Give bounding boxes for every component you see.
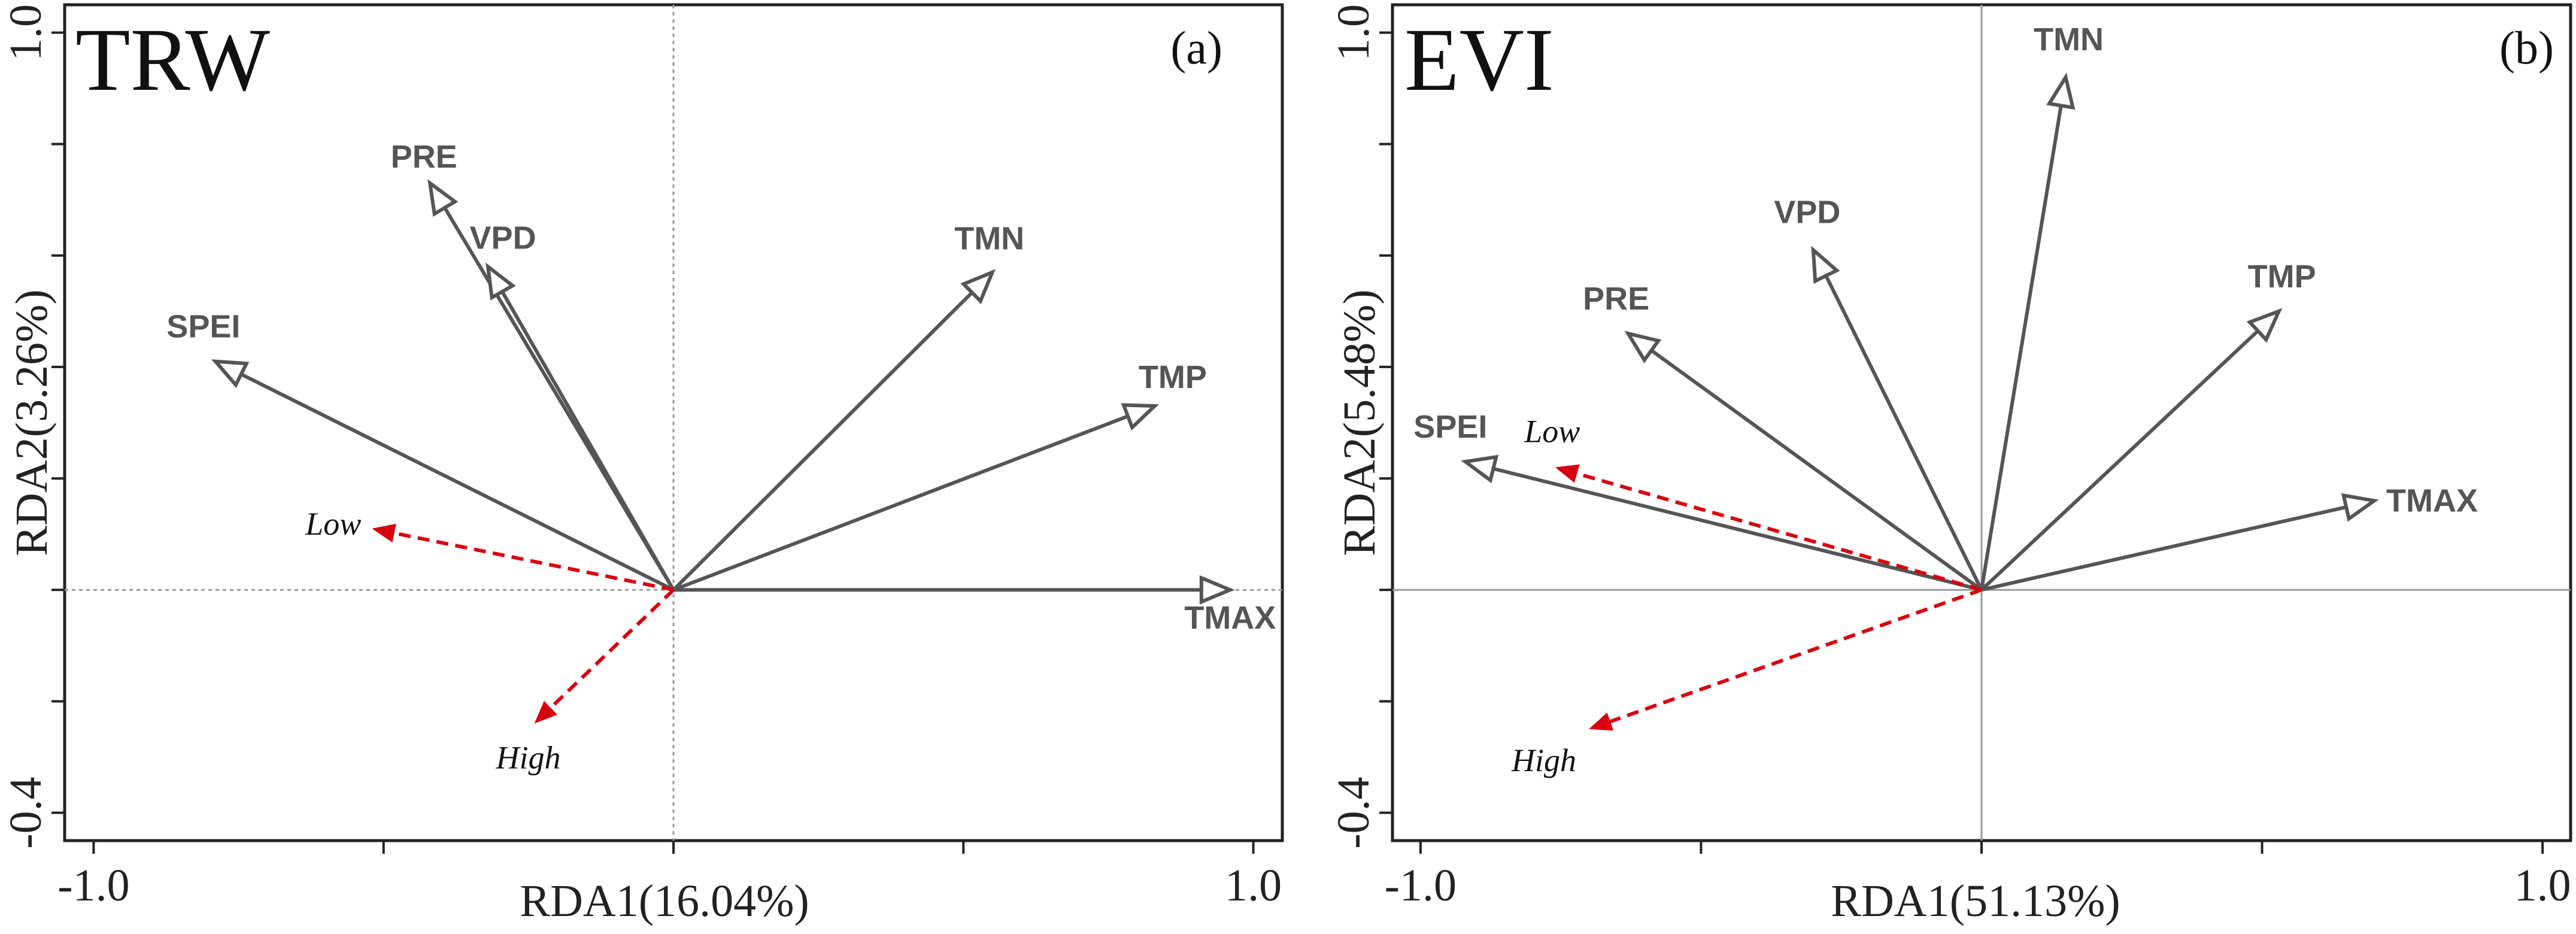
panel-label: (b): [2499, 22, 2554, 74]
vector-tmp: [1980, 326, 2263, 592]
panel-label: (a): [1170, 22, 1222, 74]
vector-label-spei: SPEI: [166, 309, 240, 345]
x-tick-label: -1.0: [57, 860, 129, 911]
group-label-high: High: [496, 740, 561, 776]
x-axis-title: RDA1(16.04%): [520, 876, 809, 926]
group-label-high: High: [1511, 742, 1576, 778]
vector-vpd: [1822, 271, 1983, 591]
y-tick-label: -0.4: [1, 777, 51, 848]
vector-label-vpd: VPD: [470, 220, 536, 256]
vector-label-spei: SPEI: [1413, 409, 1487, 445]
vector-head-spei: [211, 359, 250, 389]
vector-head-spei: [1461, 454, 1499, 484]
group-head-high: [534, 700, 558, 724]
y-axis-title: RDA2(5.48%): [1334, 289, 1385, 556]
y-tick-label: 1.0: [1328, 4, 1379, 61]
vector-label-tmn: TMN: [2034, 22, 2104, 57]
vector-label-tmn: TMN: [954, 221, 1024, 257]
vector-tmn: [672, 287, 977, 592]
vector-label-pre: PRE: [1583, 281, 1649, 317]
vector-spei: [1488, 465, 1982, 592]
vector-head-pre: [427, 179, 459, 217]
vector-spei: [236, 370, 675, 592]
x-axis-title: RDA1(51.13%): [1831, 876, 2120, 926]
group-head-low: [1555, 464, 1580, 483]
x-tick-label: 1.0: [1225, 860, 1282, 911]
vector-label-tmp: TMP: [2248, 259, 2316, 295]
group-label-low: Low: [1524, 413, 1580, 449]
x-tick-label: 1.0: [2514, 860, 2571, 911]
group-arrow-high: [546, 589, 675, 712]
x-tick-label: -1.0: [1385, 860, 1457, 911]
vector-label-tmax: TMAX: [2386, 483, 2478, 518]
vector-pre: [1646, 346, 1983, 592]
vector-head-pre: [1624, 330, 1662, 363]
vector-vpd: [498, 286, 675, 591]
vector-head-tmn: [2046, 72, 2076, 110]
y-tick-label: -0.4: [1328, 777, 1379, 848]
vector-head-tmax: [2341, 493, 2379, 522]
vector-label-tmax: TMAX: [1184, 600, 1276, 636]
vector-head-vpd: [1811, 245, 1840, 284]
panel-evi: -1.0 1.0 -0.4 1.0 TMN VPD PRE TMP SPEI TMAX Low Hi…: [1328, 3, 2572, 926]
y-axis-title: RDA2(3.26%): [7, 289, 57, 556]
vector-tmp: [672, 413, 1133, 592]
y-tick-label: 1.0: [1, 4, 51, 61]
vector-head-tmp: [2246, 308, 2283, 343]
group-head-low: [372, 523, 396, 543]
group-label-low: Low: [305, 506, 361, 542]
panel-trw: -1.0 1.0 -0.4 1.0 PRE VPD SPEI TMN TMP TMAX Low Hi…: [1, 3, 1284, 926]
panel-title: EVI: [1404, 10, 1554, 110]
vector-head-tmp: [1121, 403, 1160, 431]
vector-label-tmp: TMP: [1139, 359, 1207, 395]
group-arrow-low: [1571, 470, 1982, 592]
vector-head-vpd: [486, 262, 516, 301]
group-arrow-low: [389, 530, 674, 592]
panel-title: TRW: [75, 10, 270, 110]
vector-head-tmax: [1199, 575, 1235, 605]
vector-label-pre: PRE: [391, 139, 457, 175]
group-arrow-high: [1605, 588, 1983, 725]
vector-label-vpd: VPD: [1774, 194, 1840, 230]
group-head-high: [1589, 712, 1614, 731]
vector-tmn: [1980, 100, 2064, 590]
vector-tmax: [1981, 504, 2352, 592]
vector-head-tmn: [960, 269, 996, 305]
